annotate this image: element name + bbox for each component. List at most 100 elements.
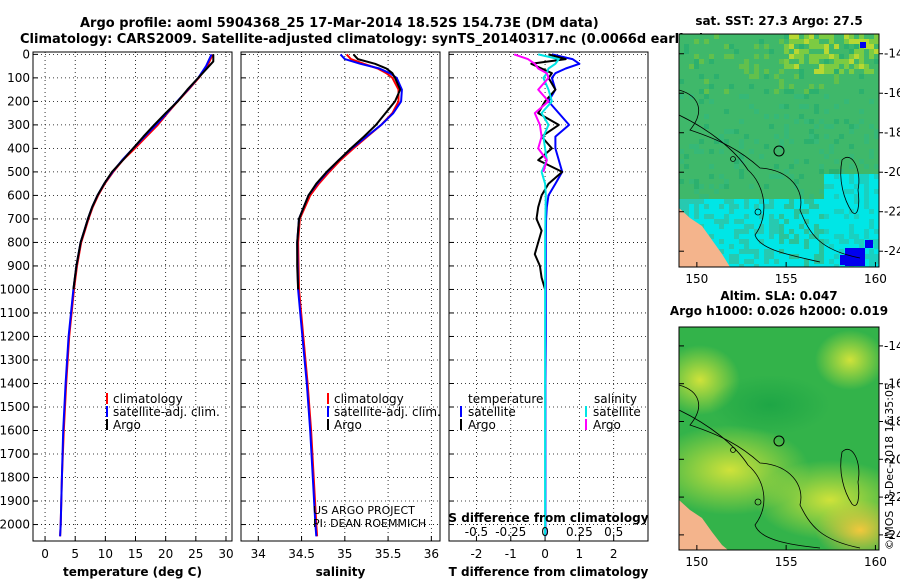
- sst-cell: [874, 199, 879, 204]
- salinity-panel: 34 34.5 35 35.5 36 salinity: [240, 51, 441, 579]
- sst-cell: [824, 59, 829, 64]
- sst-cell: [789, 229, 794, 234]
- sst-cell: [794, 199, 799, 204]
- sst-cell: [784, 234, 789, 239]
- sst-cell: [789, 214, 794, 219]
- map-x-tick-label: 160: [864, 555, 887, 569]
- sst-cell: [759, 229, 764, 234]
- sst-cell: [814, 59, 819, 64]
- sst-cell: [809, 224, 814, 229]
- sst-cell: [784, 129, 789, 134]
- sst-cell: [844, 224, 849, 229]
- sst-cell: [789, 209, 794, 214]
- sst-cell: [814, 134, 819, 139]
- sst-cell: [709, 224, 714, 229]
- sst-cell: [764, 219, 769, 224]
- sst-cell: [864, 259, 869, 264]
- sst-cell: [794, 224, 799, 229]
- sst-cell: [854, 244, 859, 249]
- sst-cell: [849, 234, 854, 239]
- map1-axes: 150 155 160 -14 -16 -18 -20 -22 -24: [679, 47, 900, 286]
- sst-cell: [779, 234, 784, 239]
- sst-cell: [744, 234, 749, 239]
- sst-cell: [754, 44, 759, 49]
- sst-cell: [854, 229, 859, 234]
- map2-subtitle: Argo h1000: 0.026 h2000: 0.019: [670, 304, 888, 318]
- sst-cell: [814, 264, 819, 267]
- sst-cells: [679, 34, 879, 267]
- sst-cell: [864, 229, 869, 234]
- s-axis-label: S difference from climatology: [448, 511, 648, 525]
- sst-cell: [809, 204, 814, 209]
- sst-cell: [869, 249, 874, 254]
- plot-frame: [32, 51, 233, 542]
- header-line2: Climatology: CARS2009. Satellite-adjuste…: [20, 32, 705, 47]
- sst-cell: [839, 264, 844, 267]
- sst-cell: [854, 234, 859, 239]
- sst-cell: [874, 229, 879, 234]
- sst-cell: [789, 174, 794, 179]
- sst-cell: [709, 54, 714, 59]
- sst-cell: [754, 109, 759, 114]
- sst-cell: [844, 179, 849, 184]
- sst-cell: [829, 199, 834, 204]
- sst-cell: [869, 229, 874, 234]
- sst-cell: [759, 209, 764, 214]
- plot-frame: [448, 51, 649, 542]
- sst-cell: [809, 259, 814, 264]
- sst-cell: [854, 204, 859, 209]
- sst-cell: [794, 234, 799, 239]
- x-tick-label: 15: [128, 547, 143, 561]
- sst-cell: [794, 209, 799, 214]
- sst-cell: [819, 219, 824, 224]
- sst-cell: [679, 204, 684, 209]
- sst-cell: [834, 44, 839, 49]
- sst-cell: [869, 224, 874, 229]
- sst-cell: [869, 44, 874, 49]
- sst-cell: [704, 229, 709, 234]
- sst-cell: [769, 204, 774, 209]
- sst-cell: [829, 34, 834, 39]
- sst-cell: [734, 234, 739, 239]
- sst-cell: [784, 259, 789, 264]
- sst-cell: [799, 249, 804, 254]
- sst-cell: [859, 229, 864, 234]
- sst-cell: [689, 214, 694, 219]
- legend-label-s-satellite: satellite: [593, 405, 641, 419]
- island-contour: [754, 498, 762, 506]
- sst-cell: [874, 59, 879, 64]
- sst-cell: [819, 84, 824, 89]
- sst-cell: [834, 194, 839, 199]
- sst-cell: [749, 214, 754, 219]
- sst-cell: [719, 209, 724, 214]
- sst-cell: [829, 209, 834, 214]
- sst-cell: [804, 229, 809, 234]
- sst-cell: [824, 189, 829, 194]
- x-tick-label: 0: [41, 547, 49, 561]
- sst-cell: [754, 214, 759, 219]
- sst-cell: [844, 229, 849, 234]
- series-line-argo: [72, 54, 215, 290]
- bathymetry-contour: [679, 89, 861, 259]
- sst-cell: [714, 239, 719, 244]
- sst-cell: [694, 149, 699, 154]
- sst-cell: [684, 154, 689, 159]
- sst-cell: [699, 74, 704, 79]
- sst-cell: [839, 219, 844, 224]
- sst-cell: [779, 204, 784, 209]
- sst-cell: [824, 219, 829, 224]
- sst-cell: [849, 144, 854, 149]
- sst-cell: [739, 259, 744, 264]
- sst-cell: [689, 204, 694, 209]
- sst-cell: [784, 59, 789, 64]
- depth-tick-label: 0: [22, 47, 30, 61]
- depth-tick-label: 1500: [0, 400, 30, 414]
- sst-cell: [744, 204, 749, 209]
- sst-cell: [824, 209, 829, 214]
- sst-cell: [859, 194, 864, 199]
- sst-cell: [774, 89, 779, 94]
- map-x-tick-label: 150: [685, 272, 708, 286]
- sst-cell: [849, 39, 854, 44]
- depth-tick-label: 300: [7, 118, 30, 132]
- sst-cell: [844, 174, 849, 179]
